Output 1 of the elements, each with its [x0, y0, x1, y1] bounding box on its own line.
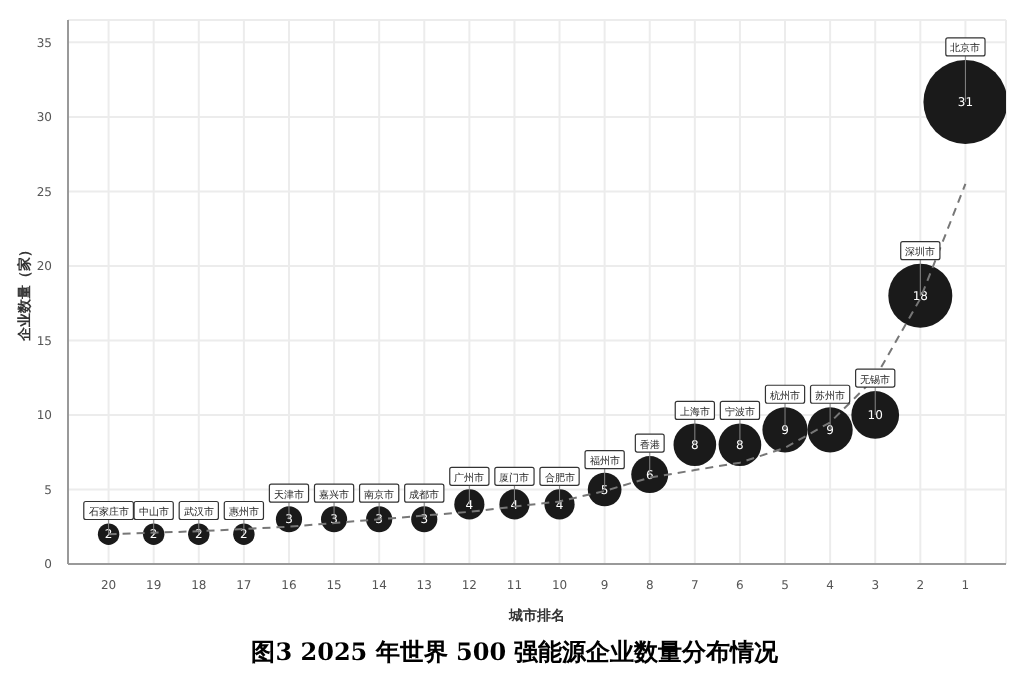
text: 图3 2025 年世界 500 强能源企业数量分布情况 [249, 636, 781, 670]
